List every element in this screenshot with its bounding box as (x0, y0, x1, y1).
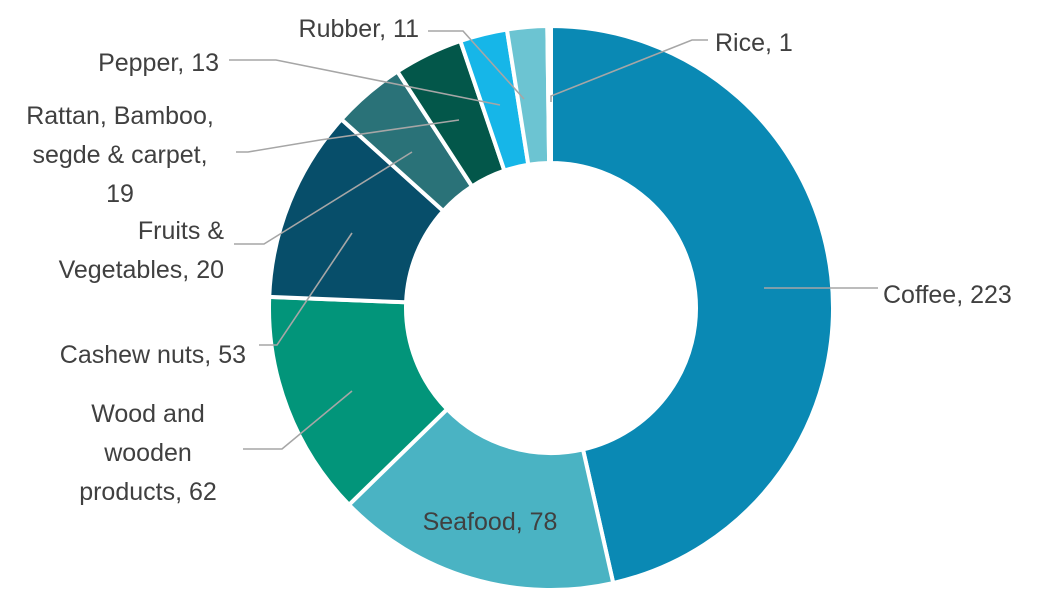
leader-line-rubber (428, 30, 525, 100)
data-label-pepper: Pepper, 13 (98, 49, 219, 77)
data-label-line: Rice, 1 (715, 29, 793, 57)
leader-line-pepper (229, 59, 501, 106)
slice-seafood (346, 406, 616, 592)
leader-line-fruits-vegetables (234, 151, 413, 245)
data-label-line: products, 62 (79, 478, 217, 506)
slice-rice (545, 23, 553, 166)
data-label-seafood: Seafood, 78 (423, 508, 558, 536)
data-label-fruits-vegetables: Fruits & Vegetables, 20 (59, 217, 225, 284)
data-label-rattan-bamboo-segde-carpet: Rattan, Bamboo, segde & carpet, 19 (26, 102, 214, 208)
data-label-line: Cashew nuts, 53 (60, 341, 246, 369)
data-label-line: wooden (103, 439, 192, 467)
data-label-line: Coffee, 223 (883, 281, 1012, 309)
leader-line-cashew-nuts (259, 232, 353, 346)
data-label-cashew-nuts: Cashew nuts, 53 (60, 341, 246, 369)
data-label-coffee: Coffee, 223 (883, 281, 1012, 309)
data-label-line: Wood and (91, 400, 205, 428)
slice-coffee (549, 23, 835, 586)
data-label-line: Seafood, 78 (423, 508, 558, 536)
data-label-rubber: Rubber, 11 (299, 15, 419, 43)
data-label-line: Fruits & (138, 217, 224, 245)
data-label-line: Pepper, 13 (98, 49, 219, 77)
data-label-line: Rattan, Bamboo, (26, 102, 214, 130)
data-label-wood-and-wooden-products: Wood and wooden products, 62 (79, 400, 217, 506)
leader-line-rattan-bamboo-segde-carpet (236, 119, 460, 153)
data-label-rice: Rice, 1 (715, 29, 793, 57)
leader-line-wood-and-wooden-products (243, 390, 353, 450)
data-label-line: 19 (106, 180, 134, 208)
data-label-line: segde & carpet, (32, 141, 207, 169)
leader-line-rice (550, 39, 708, 102)
data-label-line: Rubber, 11 (299, 15, 419, 43)
slice-wood-and-wooden-products (267, 294, 450, 508)
data-label-line: Vegetables, 20 (59, 256, 224, 284)
